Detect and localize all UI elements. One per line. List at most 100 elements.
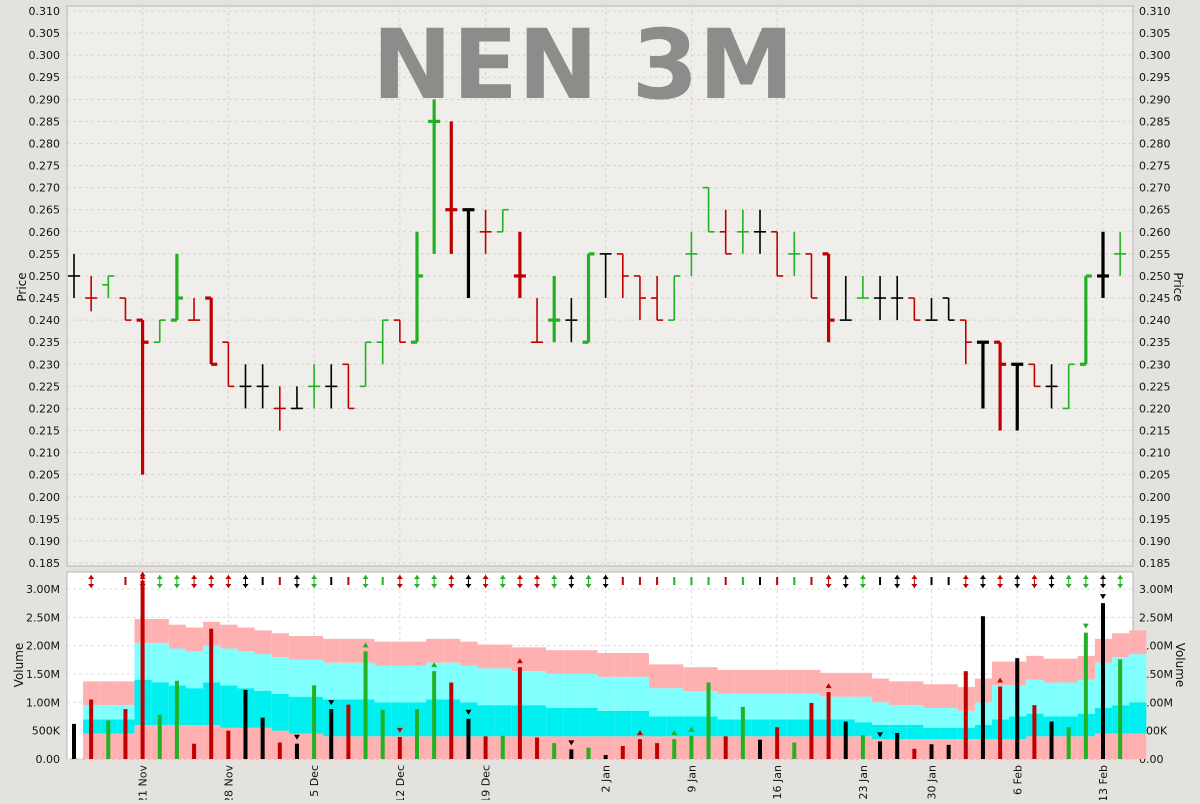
volume-band-top [117, 681, 135, 706]
volume-band-high [751, 693, 770, 720]
volume-bar [192, 743, 197, 759]
volume-band-mid [871, 725, 890, 740]
volume-band-top [271, 633, 289, 657]
volume-band-high [374, 665, 392, 703]
volume-tick-label-left: 2.00M [26, 640, 60, 653]
signal-up-arrow [979, 575, 986, 579]
volume-bar [500, 735, 505, 759]
volume-band-mid [151, 682, 169, 725]
volume-band-mid [614, 710, 632, 737]
volume-bar [397, 736, 402, 759]
volume-annotation-arrow [293, 734, 300, 740]
volume-band-top [563, 650, 581, 674]
signal-up-arrow [1048, 575, 1055, 579]
signal-up-arrow [534, 575, 541, 579]
signal-up-arrow [997, 575, 1004, 579]
volume-bar [980, 616, 985, 759]
volume-band-top [254, 630, 272, 655]
volume-band-high [408, 665, 427, 703]
volume-bar [1083, 632, 1088, 759]
volume-band-top [374, 641, 392, 666]
volume-band-mid [185, 688, 204, 725]
volume-band-high [837, 696, 855, 720]
volume-bar [312, 685, 317, 759]
volume-bar [294, 743, 299, 759]
signal-up-arrow [191, 575, 198, 579]
volume-band-top [323, 638, 341, 663]
signal-down-arrow [156, 584, 163, 588]
volume-annotation-arrow [516, 658, 523, 664]
volume-bar [277, 742, 282, 759]
volume-band-mid [477, 705, 495, 737]
date-tick-label: 6 Feb [1011, 765, 1024, 795]
price-tick-label-left: 0.290 [29, 93, 61, 106]
volume-band-top [408, 641, 427, 666]
price-tick-label-left: 0.260 [29, 226, 61, 239]
volume-band-mid [1129, 702, 1147, 734]
volume-axis-label-right: Volume [1173, 643, 1187, 688]
volume-band-low [1129, 733, 1147, 759]
volume-band-mid [391, 702, 409, 737]
price-tick-label-right: 0.190 [1139, 535, 1171, 548]
price-tick-label-right: 0.205 [1139, 469, 1171, 482]
volume-band-top [340, 638, 358, 663]
volume-annotation-arrow [636, 730, 643, 736]
volume-annotation-arrow [465, 709, 472, 715]
volume-tick-label-right: 2.00M [1139, 640, 1173, 653]
volume-band-top [1129, 630, 1147, 655]
volume-band-high [151, 642, 169, 683]
volume-band-top [237, 627, 255, 652]
volume-band-high [631, 676, 650, 711]
volume-band-top [683, 667, 701, 691]
price-tick-label-left: 0.240 [29, 314, 61, 327]
volume-band-mid [786, 719, 804, 737]
volume-band-top [837, 672, 855, 697]
signal-down-arrow [414, 584, 420, 588]
volume-band-high [443, 662, 461, 700]
volume-band-mid [854, 722, 872, 737]
volume-annotation-arrow [396, 727, 403, 733]
volume-band-low [580, 736, 598, 759]
volume-bar [346, 704, 351, 759]
price-tick-label-left: 0.255 [29, 248, 61, 261]
signal-down-arrow [825, 584, 832, 588]
signal-up-arrow [568, 575, 575, 579]
volume-tick-label-left: 2.50M [26, 611, 60, 624]
signal-down-arrow [139, 584, 146, 588]
price-tick-label-right: 0.220 [1139, 402, 1171, 415]
volume-band-high [649, 688, 667, 717]
volume-tick-label-left: 1.50M [26, 668, 60, 681]
volume-band-top [391, 641, 409, 666]
volume-band-mid [906, 725, 924, 740]
signal-up-arrow [499, 575, 506, 579]
volume-band-top [906, 681, 924, 706]
volume-tick-label-right: 1.00M [1139, 696, 1173, 709]
price-tick-label-right: 0.300 [1139, 49, 1171, 62]
price-tick-label-right: 0.210 [1139, 447, 1171, 460]
price-tick-label-left: 0.215 [29, 425, 61, 438]
signal-down-arrow [1117, 584, 1124, 588]
price-axis-label-right: Price [1171, 272, 1185, 301]
volume-band-top [426, 638, 444, 663]
signal-down-arrow [1082, 584, 1089, 588]
volume-band-top [357, 638, 375, 663]
price-tick-label-left: 0.310 [29, 5, 61, 18]
signal-down-arrow [534, 584, 541, 588]
signal-down-arrow [997, 584, 1004, 588]
date-tick-label: 9 Jan [685, 765, 698, 792]
volume-annotation-arrow [328, 700, 335, 706]
signal-down-arrow [551, 584, 558, 588]
signal-down-arrow [499, 584, 506, 588]
volume-band-top [889, 681, 907, 706]
volume-band-low [563, 736, 581, 759]
signal-down-arrow [293, 584, 300, 588]
signal-up-arrow [911, 575, 918, 579]
price-tick-label-left: 0.230 [29, 358, 61, 371]
signal-down-arrow [911, 584, 918, 588]
volume-band-high [940, 708, 958, 728]
volume-annotation-arrow [825, 683, 832, 689]
volume-tick-label-left: 3.00M [26, 583, 60, 596]
signal-up-arrow [585, 575, 592, 579]
volume-band-high [546, 674, 564, 708]
volume-band-top [100, 681, 118, 706]
